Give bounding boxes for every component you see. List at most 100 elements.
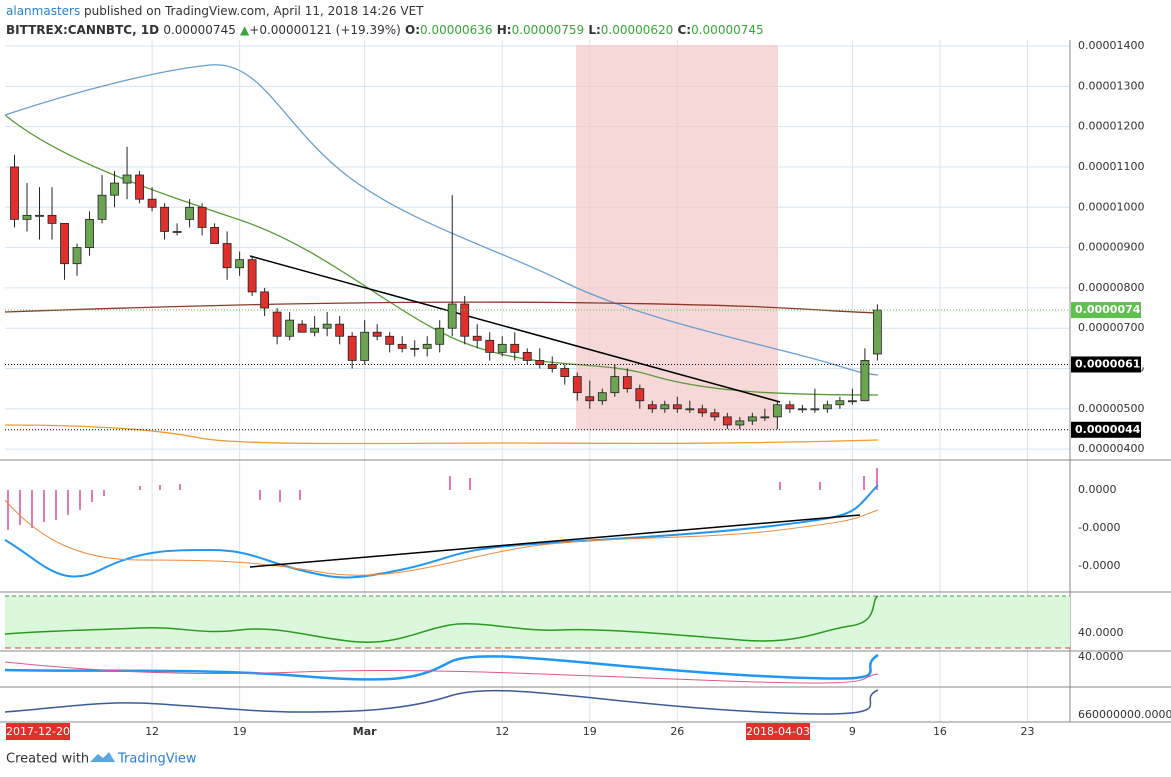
candle-body [447, 303, 457, 329]
grid [5, 40, 1070, 722]
candle-body [110, 182, 119, 196]
pane-label: 660000000.0000 [1078, 708, 1171, 721]
x-tick-label: 9 [849, 725, 856, 738]
candle-body [222, 243, 232, 269]
symbol: BITTREX:CANNBTC, 1D [6, 23, 159, 37]
ma-orange [4, 424, 879, 445]
y-tick-label: 0.00000400 [1078, 442, 1144, 455]
x-tick-label: 19 [233, 725, 247, 738]
candle-body [810, 408, 820, 411]
y-tick-label: 0.00000800 [1078, 281, 1144, 294]
candle-body [835, 400, 845, 406]
price-label: 0.00000745 [1075, 303, 1148, 316]
y-tick-label: 0.00001300 [1078, 79, 1144, 92]
c-label: C: [677, 23, 691, 37]
x-tick-label: 26 [670, 725, 684, 738]
candle-body [622, 376, 632, 390]
price-label-box [1071, 302, 1141, 319]
price-label: 0.00000448 [1075, 423, 1148, 436]
macd-line [4, 484, 879, 579]
candle-body [735, 420, 745, 426]
pane-label: -0.0000 [1078, 521, 1120, 534]
y-tick-label: 0.00000900 [1078, 241, 1144, 254]
candles [10, 146, 882, 429]
x-tick-label: 12 [145, 725, 159, 738]
price-label-box [1071, 421, 1141, 438]
price-label: 0.00000610 [1075, 357, 1148, 370]
candle-body [597, 392, 607, 402]
candle-body [385, 335, 395, 345]
candle-body [422, 343, 432, 349]
obv-line [4, 689, 879, 715]
range-highlight [576, 45, 778, 430]
c: 0.00000745 [691, 23, 764, 37]
candle-body [235, 259, 245, 269]
l-label: L: [588, 23, 600, 37]
candle-body [510, 343, 520, 353]
date-box [746, 723, 810, 740]
y-tick-label: 0.00001400 [1078, 39, 1144, 52]
candle-body [247, 259, 257, 293]
symbol-line: BITTREX:CANNBTC, 1D 0.00000745 ▲+0.00000… [6, 23, 764, 37]
candle-body [260, 291, 270, 309]
y-tick-label: 0.00000700 [1078, 321, 1144, 334]
date-start: 2017-12-20 [6, 725, 70, 738]
candle-body [610, 376, 620, 394]
candle-body [135, 174, 144, 200]
candle-body [472, 335, 482, 341]
price-label-box [1071, 356, 1141, 373]
candle-body [397, 343, 407, 349]
header-line: alanmasters published on TradingView.com… [6, 4, 424, 18]
candle-body [22, 214, 32, 220]
y-tick-label: 0.00001100 [1078, 160, 1144, 173]
candle-body [547, 364, 557, 369]
candle-body [560, 368, 570, 377]
signal-line [4, 499, 879, 576]
user[interactable]: alanmasters [6, 4, 80, 18]
candle-body [172, 231, 182, 233]
candle-body [122, 174, 132, 184]
change: +0.00000121 (+19.39%) [249, 23, 401, 37]
candle-body [860, 360, 870, 402]
candle-body [435, 327, 445, 345]
candle-body [347, 335, 357, 361]
o: 0.00000636 [420, 23, 493, 37]
candle-body [873, 309, 882, 355]
pane-label: -0.0000 [1078, 559, 1120, 572]
macd-histogram [7, 468, 878, 530]
x-tick-label: Mar [353, 725, 377, 738]
x-tick-label: 12 [495, 725, 509, 738]
l: 0.00000620 [601, 23, 674, 37]
candle-body [322, 323, 332, 329]
ma-green [4, 114, 879, 396]
candle-body [47, 214, 57, 224]
published: published on TradingView.com, April 11, … [84, 4, 424, 18]
candle-body [310, 327, 320, 333]
candle-body [497, 343, 507, 353]
candle-body [672, 404, 682, 410]
header: alanmasters published on TradingView.com… [6, 4, 764, 37]
x-tick-label: 23 [1020, 725, 1034, 738]
candle-body [647, 404, 657, 410]
candle-body [585, 396, 595, 402]
candle-body [747, 416, 757, 422]
y-tick-label: 0.00000500 [1078, 402, 1144, 415]
macd-trendline [249, 514, 861, 568]
y-tick-label: 0.00001000 [1078, 200, 1144, 213]
candle-body [97, 194, 107, 220]
footer-brand[interactable]: TradingView [117, 752, 197, 767]
candle-body [460, 303, 470, 337]
candle-body [410, 347, 420, 350]
arrow: ▲ [240, 23, 250, 37]
footer-created: Created with [6, 752, 89, 767]
candle-body [572, 376, 582, 394]
logo [90, 752, 115, 762]
candle-body [535, 360, 545, 365]
candle-body [522, 351, 532, 361]
candle-body [335, 323, 345, 337]
candle-body [760, 416, 770, 419]
rsi-band [5, 596, 1070, 648]
candle-body [772, 404, 782, 418]
last: 0.00000745 [163, 23, 236, 37]
pane-label: 40.0000 [1078, 650, 1124, 663]
